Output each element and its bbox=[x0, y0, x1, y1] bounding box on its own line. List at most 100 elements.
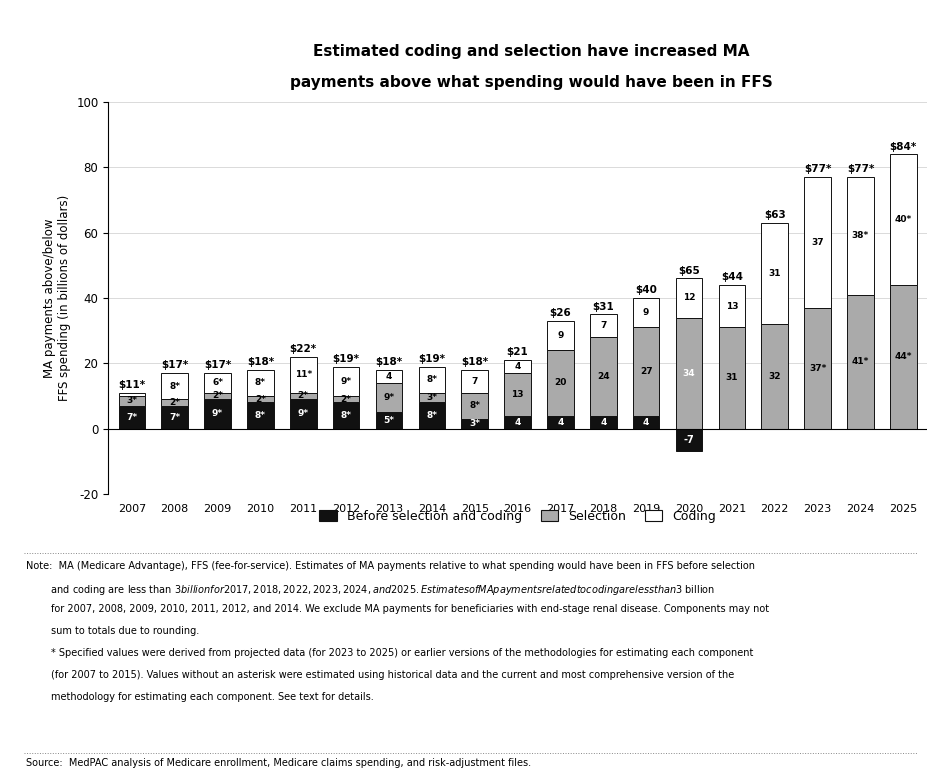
Text: 12: 12 bbox=[683, 293, 695, 303]
Text: payments above what spending would have been in FFS: payments above what spending would have … bbox=[290, 75, 774, 90]
Text: 3*: 3* bbox=[470, 419, 480, 428]
Text: $21: $21 bbox=[506, 347, 529, 358]
Text: $77*: $77* bbox=[847, 165, 874, 175]
Bar bbox=[119, 393, 145, 396]
Bar bbox=[333, 396, 359, 402]
Text: 11*: 11* bbox=[295, 370, 311, 379]
Text: 7*: 7* bbox=[126, 412, 137, 422]
Text: 40*: 40* bbox=[895, 215, 912, 224]
Bar bbox=[375, 383, 402, 412]
Text: $77*: $77* bbox=[804, 165, 831, 175]
Text: 4: 4 bbox=[515, 418, 520, 426]
Bar bbox=[204, 393, 231, 399]
Bar bbox=[847, 295, 874, 429]
Bar bbox=[375, 370, 402, 383]
Text: 7*: 7* bbox=[169, 412, 181, 422]
Bar bbox=[847, 177, 874, 295]
Text: $40: $40 bbox=[635, 285, 657, 296]
Text: 13: 13 bbox=[511, 390, 524, 399]
Text: (for 2007 to 2015). Values without an asterisk were estimated using historical d: (for 2007 to 2015). Values without an as… bbox=[26, 670, 735, 681]
Text: 8*: 8* bbox=[255, 379, 266, 387]
Bar bbox=[504, 360, 531, 373]
Text: 8*: 8* bbox=[426, 375, 438, 384]
Legend: Before selection and coding, Selection, Coding: Before selection and coding, Selection, … bbox=[319, 510, 716, 523]
Bar bbox=[247, 396, 274, 402]
Text: Source:  MedPAC analysis of Medicare enrollment, Medicare claims spending, and r: Source: MedPAC analysis of Medicare enro… bbox=[26, 758, 532, 768]
Y-axis label: MA payments above/below
FFS spending (in billions of dollars): MA payments above/below FFS spending (in… bbox=[42, 194, 71, 401]
Text: 2*: 2* bbox=[212, 391, 223, 401]
Bar bbox=[204, 373, 231, 393]
Text: 3*: 3* bbox=[126, 397, 137, 405]
Bar bbox=[161, 399, 188, 406]
Text: 44*: 44* bbox=[895, 352, 912, 361]
Bar bbox=[676, 278, 702, 318]
Bar bbox=[890, 154, 917, 285]
Bar bbox=[676, 429, 702, 452]
Text: 32: 32 bbox=[769, 372, 781, 381]
Text: $44: $44 bbox=[721, 272, 742, 282]
Bar bbox=[419, 402, 445, 429]
Text: Estimated coding and selection have increased MA: Estimated coding and selection have incr… bbox=[313, 44, 750, 59]
Bar bbox=[419, 367, 445, 393]
Text: $18*: $18* bbox=[375, 358, 403, 367]
Text: 24: 24 bbox=[597, 372, 610, 381]
Text: 4: 4 bbox=[557, 418, 564, 426]
Text: 5*: 5* bbox=[384, 416, 394, 425]
Bar bbox=[119, 396, 145, 406]
Bar bbox=[247, 402, 274, 429]
Bar bbox=[333, 367, 359, 396]
Text: * Specified values were derived from projected data (for 2023 to 2025) or earlie: * Specified values were derived from pro… bbox=[26, 648, 754, 659]
Bar bbox=[333, 402, 359, 429]
Text: 4: 4 bbox=[643, 418, 649, 426]
Text: Note:  MA (Medicare Advantage), FFS (fee-for-service). Estimates of MA payments : Note: MA (Medicare Advantage), FFS (fee-… bbox=[26, 561, 756, 571]
Bar bbox=[290, 399, 316, 429]
Bar bbox=[161, 373, 188, 399]
Text: 2*: 2* bbox=[297, 391, 309, 401]
Text: 11–4: 11–4 bbox=[52, 70, 94, 88]
Bar bbox=[504, 373, 531, 416]
Bar bbox=[633, 298, 660, 328]
Text: 3*: 3* bbox=[426, 393, 438, 402]
Bar bbox=[761, 324, 788, 429]
Text: $22*: $22* bbox=[290, 344, 317, 354]
Text: $26: $26 bbox=[550, 308, 571, 318]
Text: -7: -7 bbox=[683, 435, 694, 445]
Text: 27: 27 bbox=[640, 367, 652, 376]
Bar bbox=[805, 308, 831, 429]
Text: FIGURE: FIGURE bbox=[52, 43, 94, 53]
Text: 4: 4 bbox=[515, 362, 520, 371]
Text: 2*: 2* bbox=[255, 394, 266, 404]
Bar bbox=[590, 314, 616, 337]
Bar bbox=[590, 416, 616, 429]
Bar bbox=[676, 318, 702, 429]
Text: 2*: 2* bbox=[341, 394, 352, 404]
Text: $17*: $17* bbox=[161, 361, 188, 371]
Bar bbox=[547, 416, 574, 429]
Text: $19*: $19* bbox=[332, 354, 359, 364]
Text: sum to totals due to rounding.: sum to totals due to rounding. bbox=[26, 626, 199, 637]
Text: $31: $31 bbox=[593, 302, 614, 312]
Bar bbox=[890, 285, 917, 429]
Bar bbox=[290, 393, 316, 399]
Bar bbox=[375, 412, 402, 429]
Bar bbox=[719, 328, 745, 429]
Text: 9*: 9* bbox=[383, 393, 394, 402]
Text: methodology for estimating each component. See text for details.: methodology for estimating each componen… bbox=[26, 692, 375, 702]
Text: 4: 4 bbox=[386, 372, 392, 381]
Text: 9: 9 bbox=[557, 331, 564, 340]
Bar bbox=[547, 321, 574, 350]
Text: 8*: 8* bbox=[426, 411, 438, 420]
Text: 9*: 9* bbox=[297, 409, 309, 419]
Text: 13: 13 bbox=[726, 302, 738, 310]
Text: $18*: $18* bbox=[247, 358, 274, 367]
Text: 4: 4 bbox=[600, 418, 606, 426]
Bar bbox=[633, 416, 660, 429]
Bar bbox=[547, 350, 574, 416]
Text: 8*: 8* bbox=[341, 411, 352, 420]
Bar bbox=[119, 406, 145, 429]
Bar bbox=[419, 393, 445, 402]
Text: $63: $63 bbox=[764, 210, 786, 220]
Bar bbox=[590, 337, 616, 416]
Bar bbox=[247, 370, 274, 396]
Text: 31: 31 bbox=[726, 373, 738, 383]
